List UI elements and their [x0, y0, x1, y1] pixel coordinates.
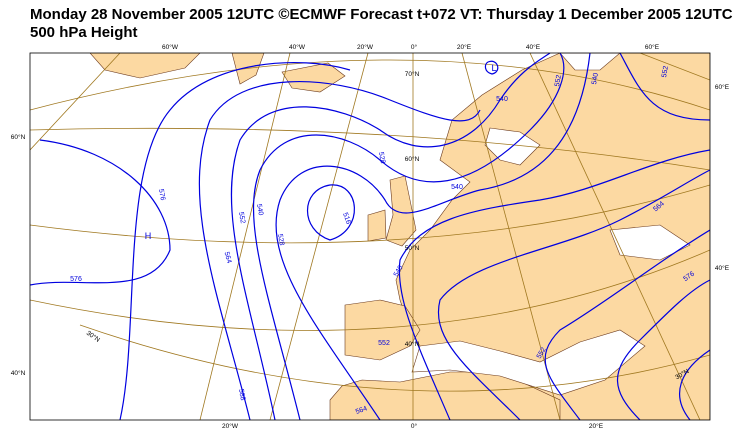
contour-label: 576 — [157, 188, 166, 201]
graticule-label: 20°E — [457, 43, 472, 51]
contour-label: 576 — [70, 276, 82, 283]
land — [89, 53, 710, 420]
contour-label: 564 — [223, 251, 233, 264]
graticule-label: 50°N — [405, 244, 420, 252]
pressure-centre: H — [145, 231, 152, 241]
contour-label: 552 — [378, 340, 390, 347]
graticule-label: 60°E — [645, 43, 660, 51]
graticule-label: 40°N — [11, 369, 26, 377]
contour-label: 540 — [255, 203, 264, 216]
graticule-label: 60°N — [11, 133, 26, 141]
graticule-label: 60°W — [162, 43, 179, 51]
graticule-label: 40°E — [715, 264, 730, 272]
map-body — [30, 53, 710, 420]
contour-label: 552 — [536, 346, 548, 360]
graticule-label: 60°N — [405, 155, 420, 163]
contours — [30, 53, 710, 420]
graticule-label: 40°N — [405, 340, 420, 348]
contour-label: 564 — [355, 405, 368, 416]
graticule-label: 40°W — [289, 43, 306, 51]
contour-label: 528 — [377, 151, 386, 164]
graticule-label: 60°E — [715, 83, 730, 91]
contour-label: 588 — [237, 388, 246, 401]
graticule-label: 20°W — [357, 43, 374, 51]
graticule-label: 70°N — [405, 70, 420, 78]
pressure-centre: L — [491, 63, 496, 73]
contour-label: 552 — [237, 211, 246, 224]
contour-label: 516 — [341, 212, 352, 225]
graticule-label: 20°E — [589, 422, 604, 430]
contour-label: 540 — [393, 264, 405, 278]
contour-label: 540 — [591, 72, 600, 85]
frame — [29, 52, 711, 421]
subtitle: 500 hPa Height — [30, 24, 138, 41]
contour-label: 540 — [451, 184, 463, 191]
contour-label: 552 — [554, 74, 563, 87]
graticule-label: 20°W — [222, 422, 239, 430]
contour-label: 528 — [276, 233, 285, 246]
contour-label: 552 — [661, 65, 670, 78]
title: Monday 28 November 2005 12UTC ©ECMWF For… — [30, 6, 733, 23]
graticule-label: 40°E — [526, 43, 541, 51]
graticule — [30, 53, 710, 420]
graticule-label: 0° — [411, 422, 418, 430]
contour-label: 540 — [496, 96, 508, 103]
graticule-label: 0° — [411, 43, 418, 51]
